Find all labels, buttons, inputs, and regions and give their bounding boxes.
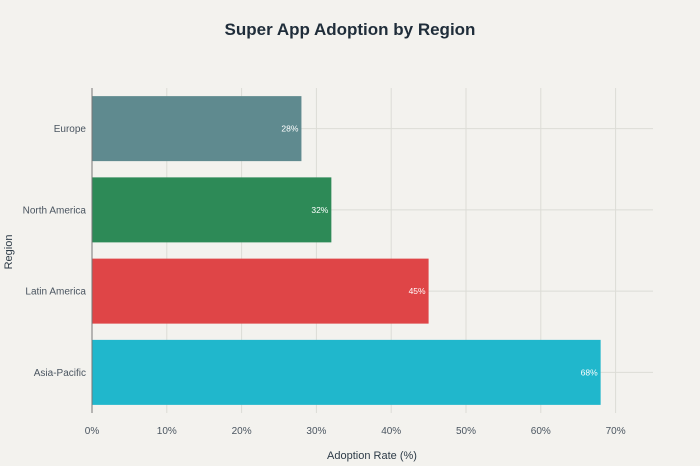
x-tick-label: 30% bbox=[306, 426, 326, 437]
y-tick-label: Asia-Pacific bbox=[34, 368, 86, 379]
x-tick-label: 40% bbox=[381, 426, 401, 437]
bar-value-label: 28% bbox=[281, 124, 298, 134]
bar-latin-america bbox=[92, 258, 429, 324]
y-axis-label: Region bbox=[3, 235, 15, 270]
x-tick-label: 0% bbox=[85, 426, 100, 437]
y-tick-label: Latin America bbox=[25, 287, 86, 298]
chart-title: Super App Adoption by Region bbox=[225, 20, 476, 39]
bar-north-america bbox=[92, 177, 332, 243]
x-tick-label: 50% bbox=[456, 426, 476, 437]
bar-asia-pacific bbox=[92, 339, 601, 405]
x-tick-label: 10% bbox=[157, 426, 177, 437]
bar-value-label: 32% bbox=[311, 205, 328, 215]
x-tick-label: 60% bbox=[531, 426, 551, 437]
x-tick-label: 20% bbox=[232, 426, 252, 437]
bar-value-label: 68% bbox=[581, 367, 598, 377]
x-tick-label: 70% bbox=[606, 426, 626, 437]
bar-europe bbox=[92, 96, 302, 162]
bar-value-label: 45% bbox=[409, 286, 426, 296]
x-axis-label: Adoption Rate (%) bbox=[327, 450, 417, 462]
plot-area: 0% 10% 20% 30% 40% 50% 60% 70% 28% Europe 32% North… bbox=[23, 88, 653, 437]
y-tick-label: North America bbox=[23, 205, 87, 216]
y-tick-label: Europe bbox=[54, 124, 87, 135]
